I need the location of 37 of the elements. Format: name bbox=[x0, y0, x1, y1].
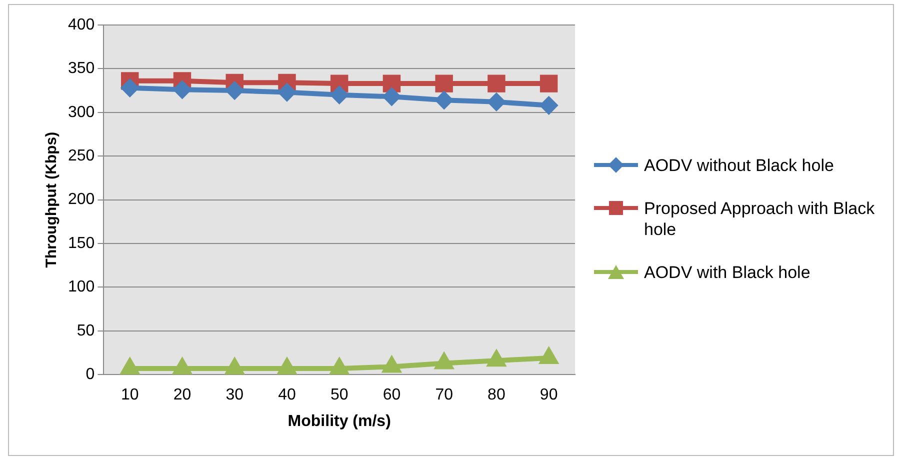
x-tick-label: 90 bbox=[540, 386, 558, 404]
x-tick-label: 40 bbox=[278, 386, 296, 404]
y-tick-label: 400 bbox=[68, 16, 95, 34]
x-tick-label: 60 bbox=[382, 386, 401, 404]
legend-label: Proposed Approach with Black hole bbox=[644, 198, 876, 240]
point bbox=[330, 86, 348, 104]
point bbox=[540, 348, 558, 364]
point bbox=[435, 74, 453, 92]
point bbox=[540, 96, 558, 114]
point bbox=[278, 84, 296, 101]
y-tick-label: 200 bbox=[68, 191, 95, 208]
x-tick-label: 50 bbox=[330, 386, 348, 404]
x-tick-label: 20 bbox=[173, 386, 192, 404]
x-tick-label: 30 bbox=[226, 386, 244, 404]
x-tick-label: 70 bbox=[435, 386, 454, 404]
y-tick-label: 350 bbox=[68, 60, 95, 78]
point bbox=[488, 74, 506, 92]
point bbox=[436, 92, 453, 109]
point bbox=[174, 81, 191, 98]
point bbox=[488, 93, 505, 110]
y-tick-label: 300 bbox=[68, 104, 95, 121]
point bbox=[226, 82, 244, 100]
y-tick-label: 150 bbox=[68, 234, 95, 252]
x-tick-label: 80 bbox=[488, 386, 506, 404]
point bbox=[382, 74, 401, 92]
point bbox=[383, 88, 400, 106]
x-tick-label: 10 bbox=[120, 386, 139, 404]
y-tick-label: 50 bbox=[76, 322, 95, 340]
y-tick-label: 0 bbox=[86, 366, 95, 384]
legend-label: AODV without Black hole bbox=[644, 155, 835, 176]
legend-label: AODV with Black hole bbox=[644, 262, 812, 283]
point bbox=[121, 79, 138, 96]
y-tick-label: 100 bbox=[68, 278, 95, 296]
y-tick-label: 250 bbox=[68, 148, 95, 165]
y-axis-title: Throughput (Kbps) bbox=[43, 132, 60, 268]
x-axis-title: Mobility (m/s) bbox=[288, 412, 391, 430]
point bbox=[540, 74, 558, 92]
